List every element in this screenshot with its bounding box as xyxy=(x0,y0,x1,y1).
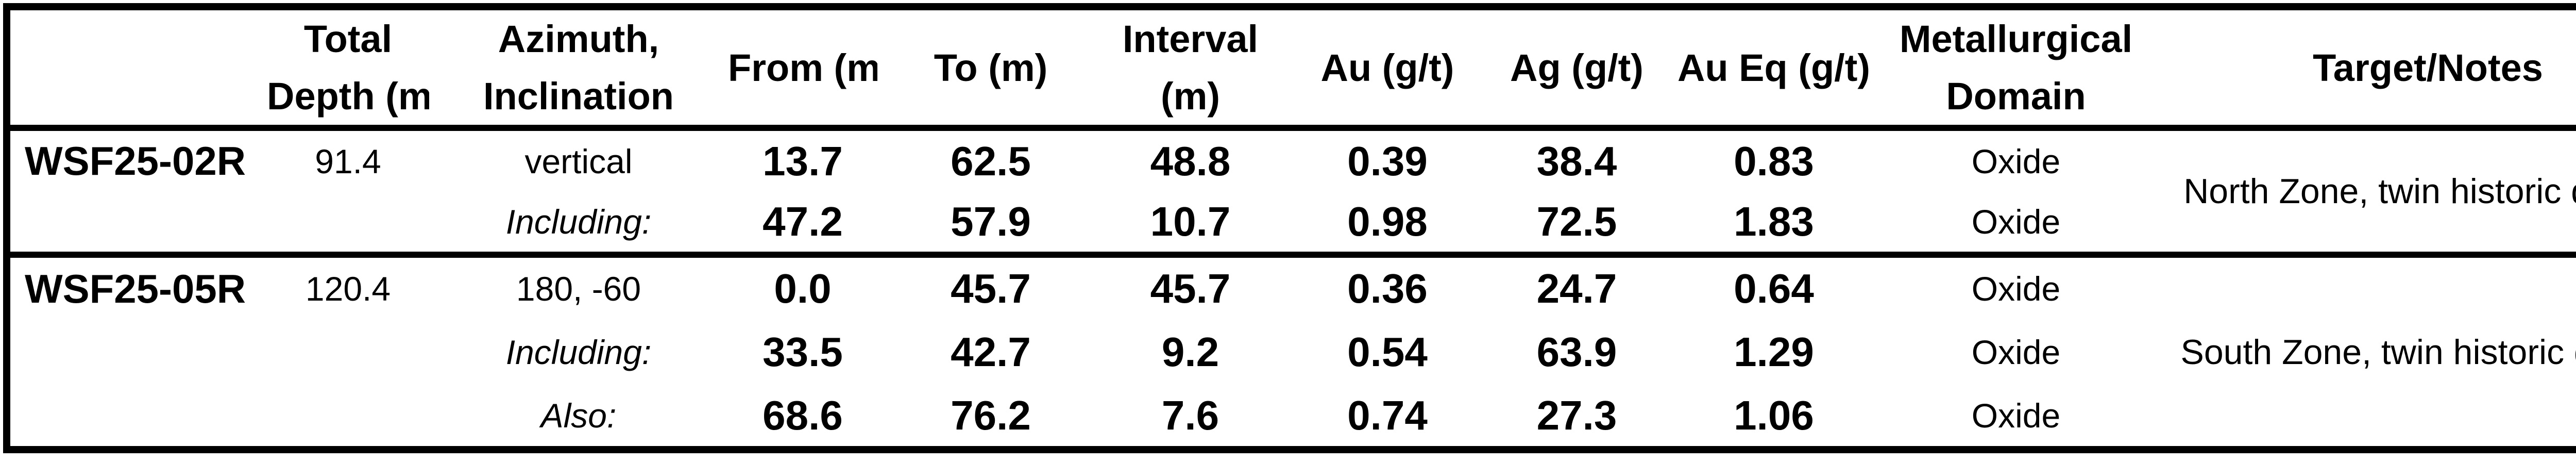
cell-from: 47.2 xyxy=(762,198,843,244)
cell-hole-id: WSF25-05R xyxy=(25,266,246,311)
cell-from: 13.7 xyxy=(762,138,843,184)
header-interval-line2: (m) xyxy=(1160,75,1221,118)
cell-ag: 63.9 xyxy=(1536,329,1617,375)
cell-azimuth-inclination: Also: xyxy=(540,396,617,435)
cell-au-eq: 1.29 xyxy=(1734,329,1814,375)
cell-to: 62.5 xyxy=(951,138,1031,184)
header-domain-line1: Metallurgical xyxy=(1899,18,2133,60)
cell-metallurgical-domain: Oxide xyxy=(1971,202,2061,241)
table-row: Including: 47.2 57.9 10.7 0.98 72.5 1.83… xyxy=(7,191,2576,255)
cell-from: 33.5 xyxy=(762,329,843,375)
cell-to: 45.7 xyxy=(951,266,1031,311)
header-total-depth-line1: Total xyxy=(303,18,393,60)
header-total-depth: Total Depth (m) xyxy=(267,7,429,128)
header-total-depth-line2: Depth (m) xyxy=(267,75,429,118)
cell-hole-id xyxy=(7,385,267,450)
cell-target-notes: North Zone, twin historic drilling xyxy=(2183,172,2576,211)
cell-au: 0.98 xyxy=(1347,198,1428,244)
header-hole-id xyxy=(7,7,267,128)
cell-hole-id: WSF25-02R xyxy=(25,138,246,184)
cell-ag: 27.3 xyxy=(1536,392,1617,438)
header-azimuth-line1: Azimuth, xyxy=(498,18,659,60)
table-row: WSF25-05R 120.4 180, -60 0.0 45.7 45.7 0… xyxy=(7,255,2576,372)
cell-hole-id xyxy=(7,320,267,385)
header-interval: Interval (m) xyxy=(1104,7,1277,128)
cell-au-eq: 0.64 xyxy=(1734,266,1814,311)
cell-azimuth-inclination: vertical xyxy=(524,142,633,180)
cell-from: 68.6 xyxy=(762,392,843,438)
header-to-label: To (m) xyxy=(934,46,1048,89)
cell-au: 0.39 xyxy=(1347,138,1428,184)
cell-ag: 72.5 xyxy=(1536,198,1617,244)
cell-au: 0.54 xyxy=(1347,329,1428,375)
cell-to: 57.9 xyxy=(951,198,1031,244)
cell-total-depth xyxy=(267,385,429,450)
cell-ag: 24.7 xyxy=(1536,266,1617,311)
header-to: To (m) xyxy=(877,7,1104,128)
table-row: Including: 33.5 42.7 9.2 0.54 63.9 1.29 … xyxy=(7,320,2576,385)
header-azimuth-line2: Inclination xyxy=(483,75,674,118)
cell-interval: 10.7 xyxy=(1150,198,1231,244)
cell-azimuth-inclination: Including: xyxy=(505,202,652,241)
cell-au: 0.74 xyxy=(1347,392,1428,438)
table-row: WSF25-02R 91.4 vertical 13.7 62.5 48.8 0… xyxy=(7,128,2576,211)
header-target-notes: Target/Notes xyxy=(2140,7,2576,128)
header-au-eq-label: Au Eq (g/t) xyxy=(1677,46,1870,89)
header-ag: Ag (g/t) xyxy=(1498,7,1655,128)
cell-azimuth-inclination: 180, -60 xyxy=(516,270,641,308)
cell-metallurgical-domain: Oxide xyxy=(1971,333,2061,371)
cell-total-depth xyxy=(267,320,429,385)
cell-metallurgical-domain: Oxide xyxy=(1971,270,2061,308)
cell-to: 76.2 xyxy=(951,392,1031,438)
cell-from: 0.0 xyxy=(774,266,832,311)
cell-total-depth xyxy=(267,191,429,255)
drill-results-table: Total Depth (m) Azimuth, Inclination Fro… xyxy=(3,3,2576,453)
header-ag-label: Ag (g/t) xyxy=(1510,46,1643,89)
header-au: Au (g/t) xyxy=(1277,7,1498,128)
cell-au-eq: 0.83 xyxy=(1734,138,1814,184)
table-row: Also: 68.6 76.2 7.6 0.74 27.3 1.06 Oxide xyxy=(7,385,2576,450)
cell-au-eq: 1.83 xyxy=(1734,198,1814,244)
header-metallurgical-domain: Metallurgical Domain xyxy=(1892,7,2140,128)
cell-azimuth-inclination: Including: xyxy=(505,333,652,371)
header-interval-line1: Interval xyxy=(1122,18,1259,60)
header-domain-line2: Domain xyxy=(1946,75,2086,118)
cell-au: 0.36 xyxy=(1347,266,1428,311)
cell-ag: 38.4 xyxy=(1536,138,1617,184)
header-from-label: From (m) xyxy=(728,46,877,89)
cell-au-eq: 1.06 xyxy=(1734,392,1814,438)
cell-to: 42.7 xyxy=(951,329,1031,375)
header-target-notes-label: Target/Notes xyxy=(2313,46,2543,89)
header-au-label: Au (g/t) xyxy=(1320,46,1454,89)
cell-total-depth: 91.4 xyxy=(315,142,381,180)
header-azimuth-inclination: Azimuth, Inclination xyxy=(429,7,728,128)
cell-interval: 9.2 xyxy=(1161,329,1219,375)
cell-hole-id xyxy=(7,191,267,255)
cell-metallurgical-domain: Oxide xyxy=(1971,396,2061,435)
cell-total-depth: 120.4 xyxy=(305,270,391,308)
cell-interval: 7.6 xyxy=(1161,392,1219,438)
cell-metallurgical-domain: Oxide xyxy=(1971,142,2061,180)
cell-interval: 45.7 xyxy=(1150,266,1231,311)
header-from: From (m) xyxy=(728,7,877,128)
header-au-eq: Au Eq (g/t) xyxy=(1655,7,1892,128)
header-row: Total Depth (m) Azimuth, Inclination Fro… xyxy=(7,7,2576,128)
cell-target-notes: South Zone, twin historic drilling xyxy=(2180,332,2576,372)
cell-interval: 48.8 xyxy=(1150,138,1231,184)
